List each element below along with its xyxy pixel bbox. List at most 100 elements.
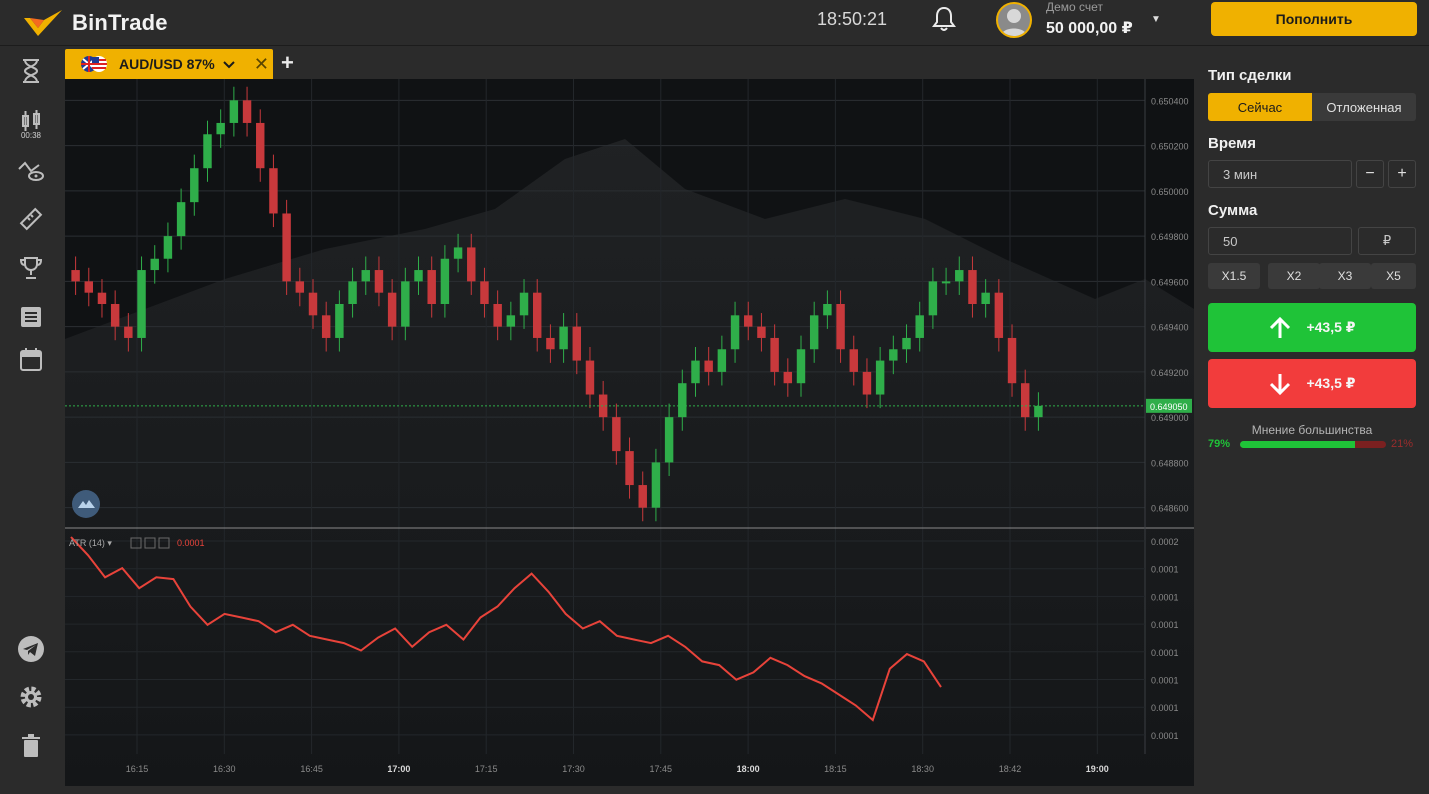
- multiplier-x3-button[interactable]: X3: [1319, 263, 1371, 289]
- candle: [348, 281, 357, 304]
- atr-tick-label: 0.0001: [1151, 648, 1179, 658]
- asset-tab-aud-usd[interactable]: AUD/USD 87% ✕: [65, 49, 273, 79]
- candle: [467, 247, 476, 282]
- time-tick-label: 18:42: [999, 764, 1022, 774]
- time-input[interactable]: 3 мин: [1208, 160, 1352, 188]
- time-tick-label: 17:15: [475, 764, 498, 774]
- time-plus-button[interactable]: +: [1388, 160, 1416, 188]
- majority-down-percent: 21%: [1391, 438, 1414, 450]
- avatar[interactable]: [996, 2, 1032, 38]
- candle: [546, 337, 555, 350]
- asset-tabs: AUD/USD 87% ✕ +: [63, 47, 1194, 79]
- account-type-label: Демо счет: [1046, 0, 1103, 14]
- candle: [84, 281, 94, 293]
- candle: [757, 326, 766, 338]
- time-tick-label: 18:30: [911, 764, 934, 774]
- candle: [889, 349, 898, 361]
- candle: [295, 281, 305, 293]
- atr-tick-label: 0.0001: [1151, 676, 1179, 686]
- multiplier-x1-5-button[interactable]: X1.5: [1208, 263, 1260, 289]
- call-up-button[interactable]: +43,5 ₽: [1208, 303, 1416, 352]
- candle: [480, 281, 489, 304]
- user-icon: [1001, 9, 1027, 36]
- candle: [453, 247, 463, 259]
- time-minus-button[interactable]: −: [1356, 160, 1384, 188]
- bell-icon[interactable]: [932, 6, 956, 32]
- time-tick-label: 18:00: [737, 764, 760, 774]
- candle: [717, 349, 727, 372]
- candle: [229, 100, 239, 123]
- candle: [691, 360, 700, 384]
- logo[interactable]: BinTrade: [22, 6, 168, 40]
- trade-type-pending[interactable]: Отложенная: [1326, 99, 1402, 115]
- gear-icon[interactable]: [17, 683, 45, 711]
- candle: [190, 168, 199, 203]
- candle: [664, 417, 674, 463]
- atr-tick-label: 0.0001: [1151, 620, 1179, 630]
- price-tick-label: 0.649800: [1151, 232, 1189, 242]
- weather-icon[interactable]: [71, 489, 101, 519]
- telegram-icon[interactable]: [17, 635, 45, 663]
- candle: [638, 485, 647, 508]
- indicator-control-icon[interactable]: [130, 537, 142, 549]
- deposit-button[interactable]: Пополнить: [1211, 2, 1417, 36]
- price-chart[interactable]: 0.650400 0.650200 0.650000 0.649800 0.649600…: [65, 79, 1194, 786]
- list-icon[interactable]: [17, 303, 45, 331]
- price-tick-label: 0.648800: [1151, 458, 1189, 468]
- candle: [176, 202, 186, 237]
- candle: [110, 304, 120, 327]
- candle: [308, 292, 318, 316]
- time-tick-label: 18:15: [824, 764, 847, 774]
- amount-input[interactable]: 50: [1208, 227, 1352, 255]
- candle: [427, 270, 436, 304]
- hourglass-icon[interactable]: [17, 57, 45, 85]
- candle: [71, 270, 80, 282]
- trash-icon[interactable]: [17, 732, 45, 760]
- close-icon[interactable]: ✕: [253, 54, 269, 74]
- candle: [955, 270, 964, 282]
- indicator-control-icon[interactable]: [144, 537, 156, 549]
- currency-selector[interactable]: ₽: [1358, 227, 1416, 255]
- candle: [902, 337, 911, 350]
- candles-icon[interactable]: [17, 107, 45, 135]
- indicator-control-icon[interactable]: [158, 537, 170, 549]
- candle: [203, 134, 212, 169]
- ruler-icon[interactable]: [17, 205, 45, 233]
- candle: [862, 371, 872, 395]
- calendar-icon[interactable]: [17, 345, 45, 373]
- call-payout: +43,5 ₽: [1306, 319, 1356, 335]
- candle: [770, 337, 779, 372]
- put-payout: +43,5 ₽: [1306, 375, 1356, 391]
- expiry-timer: 00:38: [20, 131, 42, 140]
- candle: [137, 270, 146, 338]
- candle: [163, 236, 173, 259]
- add-tab-button[interactable]: +: [281, 50, 294, 75]
- candle: [506, 315, 516, 327]
- candle: [414, 270, 423, 282]
- time-tick-label: 16:15: [126, 764, 149, 774]
- candle: [651, 462, 661, 508]
- time-tick-label: 17:30: [562, 764, 585, 774]
- candle: [585, 360, 595, 395]
- price-tick-label: 0.649000: [1151, 413, 1189, 423]
- asset-label: AUD/USD 87%: [119, 56, 215, 72]
- chart-area[interactable]: 0.650400 0.650200 0.650000 0.649800 0.649600…: [65, 79, 1194, 786]
- multiplier-x2-button[interactable]: X2: [1268, 263, 1320, 289]
- majority-bar: [1240, 441, 1386, 448]
- put-down-button[interactable]: +43,5 ₽: [1208, 359, 1416, 408]
- multiplier-x5-button[interactable]: X5: [1371, 263, 1416, 289]
- atr-tick-label: 0.0002: [1151, 537, 1179, 547]
- trade-type-label: Тип сделки: [1208, 67, 1292, 84]
- candle: [994, 292, 1004, 338]
- atr-name-label[interactable]: ATR (14) ▾: [69, 538, 112, 548]
- indicators-icon[interactable]: [17, 157, 45, 185]
- majority-opinion-label: Мнение большинства: [1251, 423, 1373, 437]
- account-balance[interactable]: 50 000,00 ₽: [1046, 20, 1133, 37]
- chevron-down-icon[interactable]: ▼: [1151, 14, 1161, 25]
- time-tick-label: 17:00: [387, 764, 410, 774]
- chevron-down-icon[interactable]: [222, 58, 235, 70]
- candle: [678, 383, 687, 418]
- candle: [968, 270, 977, 304]
- trophy-icon[interactable]: [17, 254, 45, 282]
- trade-type-now[interactable]: Сейчас: [1208, 93, 1312, 121]
